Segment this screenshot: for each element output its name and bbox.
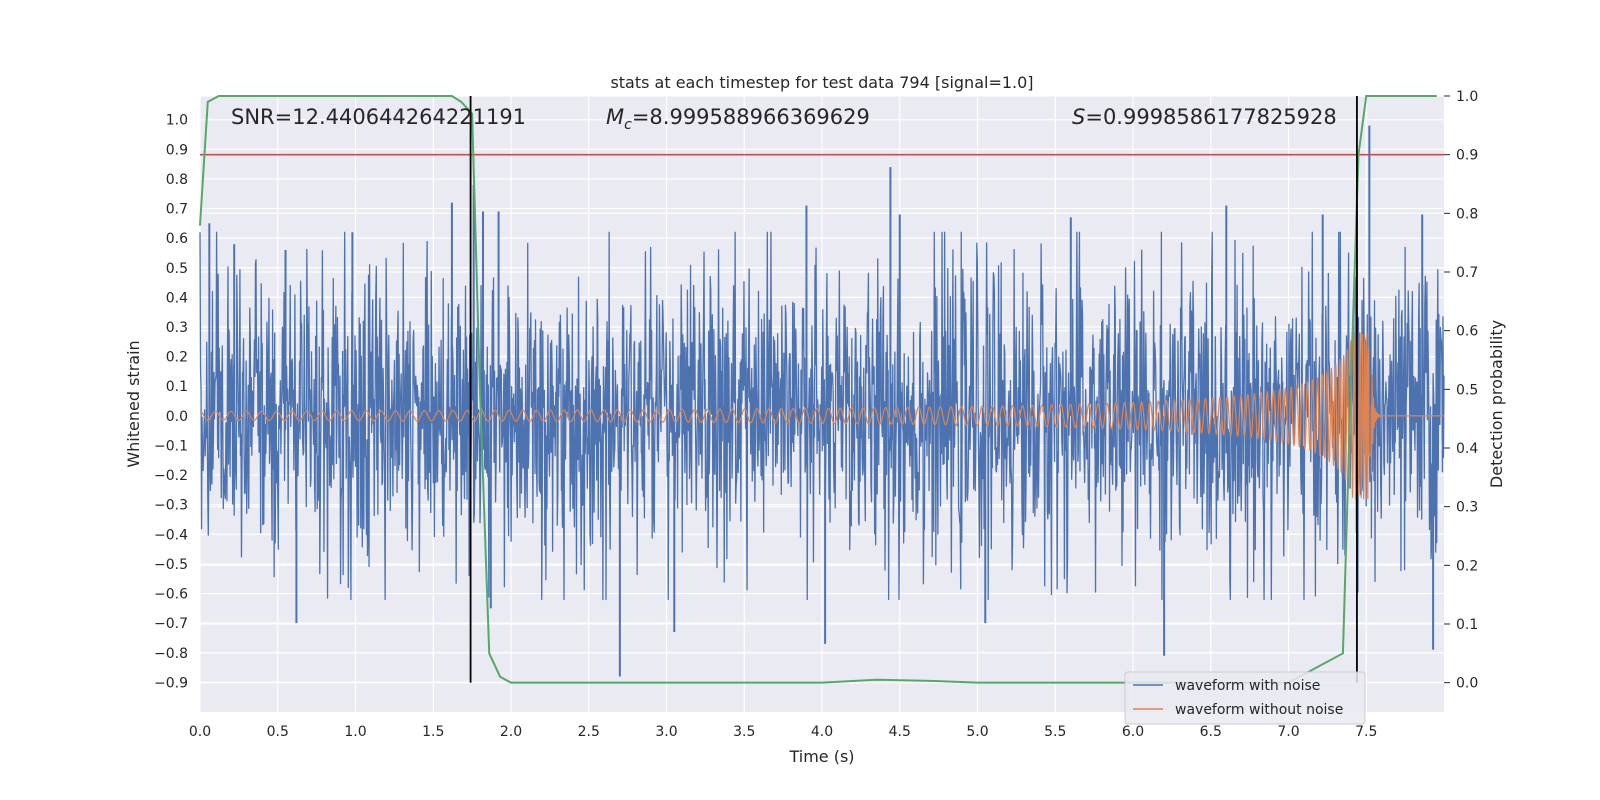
y-left-tick-label-11: 0.2 xyxy=(166,350,188,366)
y-left-tick-label-14: 0.5 xyxy=(166,261,188,277)
probability-point-13 xyxy=(821,681,823,684)
y-right-tick-label-8: 0.8 xyxy=(1456,206,1478,222)
y-left-tick-label-0: −0.9 xyxy=(154,675,188,691)
x-tick-label-14: 7.0 xyxy=(1277,724,1299,740)
y-right-tick-label-2: 0.2 xyxy=(1456,558,1478,574)
probability-point-22 xyxy=(1365,95,1368,97)
chirp-mass-subscript: c xyxy=(624,117,632,133)
y-axis-label-right: Detection probability xyxy=(1487,320,1506,488)
probability-point-15 xyxy=(930,680,932,682)
y-right-tick-label-3: 0.3 xyxy=(1456,500,1478,516)
legend: waveform with noise waveform without noi… xyxy=(1124,671,1366,725)
x-tick-label-12: 6.0 xyxy=(1122,724,1144,740)
probability-point-11 xyxy=(510,681,512,684)
y-left-tick-label-9: 0.0 xyxy=(166,409,188,425)
y-left-tick-label-10: 0.1 xyxy=(166,379,188,395)
probability-point-6 xyxy=(460,101,463,103)
y-left-tick-label-13: 0.4 xyxy=(166,290,188,306)
probability-point-14 xyxy=(875,678,878,681)
y-left-tick-label-19: 1.0 xyxy=(166,113,188,129)
chirp-mass-value: =8.999588966369629 xyxy=(632,105,870,129)
x-tick-label-7: 3.5 xyxy=(733,724,755,740)
probability-point-0 xyxy=(199,224,201,226)
y-right-tick-label-10: 1.0 xyxy=(1456,89,1478,105)
snr-annotation: SNR=12.440644264221191 xyxy=(231,105,526,129)
y-left-tick-label-17: 0.8 xyxy=(166,172,188,188)
series-line-noise xyxy=(199,231,1445,601)
probability-point-12 xyxy=(665,681,668,684)
y-right-tick-label-1: 0.1 xyxy=(1456,617,1478,633)
x-tick-label-2: 1.0 xyxy=(344,724,366,740)
x-axis-label: Time (s) xyxy=(788,747,854,766)
y-right-tick-label-4: 0.4 xyxy=(1456,441,1478,457)
probability-point-2 xyxy=(217,95,220,97)
y-right-tick-label-0: 0.0 xyxy=(1456,676,1478,692)
y-right-tick-label-7: 0.7 xyxy=(1456,265,1478,281)
probability-point-19 xyxy=(1342,652,1344,655)
probability-point-1 xyxy=(206,101,209,103)
probability-point-21 xyxy=(1357,153,1360,156)
y-left-tick-label-1: −0.8 xyxy=(154,646,188,662)
probability-point-10 xyxy=(499,676,501,678)
y-right-tick-label-9: 0.9 xyxy=(1456,148,1478,164)
x-tick-label-11: 5.5 xyxy=(1044,724,1066,740)
y-left-tick-label-8: −0.1 xyxy=(154,438,188,454)
y-left-tick-label-16: 0.7 xyxy=(166,202,188,218)
plot-data xyxy=(199,95,1445,684)
y-left-tick-label-4: −0.5 xyxy=(154,557,188,573)
y-left-tick-label-7: −0.2 xyxy=(154,468,188,484)
x-tick-label-5: 2.5 xyxy=(578,724,600,740)
probability-point-20 xyxy=(1349,388,1352,391)
chart-title: stats at each timestep for test data 794… xyxy=(610,73,1033,92)
x-tick-label-8: 4.0 xyxy=(811,724,833,740)
y-right-tick-label-6: 0.6 xyxy=(1456,324,1478,340)
x-tick-label-1: 0.5 xyxy=(267,724,289,740)
y-left-tick-label-18: 0.9 xyxy=(166,142,188,158)
score-symbol: S xyxy=(1072,105,1085,129)
x-tick-label-15: 7.5 xyxy=(1355,724,1377,740)
probability-point-5 xyxy=(451,95,453,97)
y-axis-label-left: Whitened strain xyxy=(124,340,143,467)
probability-point-24 xyxy=(1435,95,1438,97)
y-left-tick-label-12: 0.3 xyxy=(166,320,188,336)
axis-ticks: 0.0 0.5 1.0 1.5 2.0 2.5 3.0 3.5 4.0 4.5 5.0 5.5 6.0 6… xyxy=(154,89,1478,740)
y-right-tick-label-5: 0.5 xyxy=(1456,382,1478,398)
probability-point-9 xyxy=(488,652,491,655)
y-left-tick-label-5: −0.4 xyxy=(154,527,188,543)
y-left-tick-label-2: −0.7 xyxy=(154,616,188,632)
probability-point-16 xyxy=(976,681,979,684)
y-left-tick-label-3: −0.6 xyxy=(154,587,188,603)
score-annotation: S=0.9998586177825928 xyxy=(1072,105,1337,129)
probability-point-8 xyxy=(479,388,481,391)
probability-point-4 xyxy=(354,95,357,97)
probability-point-3 xyxy=(245,95,248,97)
x-tick-label-6: 3.0 xyxy=(655,724,677,740)
legend-entry-noise: waveform with noise xyxy=(1175,678,1320,694)
x-tick-label-9: 4.5 xyxy=(889,724,911,740)
legend-entry-clean: waveform without noise xyxy=(1175,702,1343,718)
x-tick-label-3: 1.5 xyxy=(422,724,444,740)
x-tick-label-10: 5.0 xyxy=(966,724,988,740)
probability-point-7 xyxy=(471,112,473,115)
x-tick-label-4: 2.0 xyxy=(500,724,522,740)
x-tick-label-0: 0.0 xyxy=(189,724,211,740)
y-left-tick-label-6: −0.3 xyxy=(154,498,188,514)
y-left-tick-label-15: 0.6 xyxy=(166,231,188,247)
probability-point-23 xyxy=(1373,95,1375,97)
legend-box xyxy=(1124,671,1366,725)
chirp-mass-annotation: Mc=8.999588966369629 xyxy=(606,105,870,133)
score-value: =0.9998586177825928 xyxy=(1085,105,1336,129)
series-line-clean xyxy=(199,332,1445,500)
chirp-mass-symbol: M xyxy=(606,105,624,129)
x-tick-label-13: 6.5 xyxy=(1200,724,1222,740)
